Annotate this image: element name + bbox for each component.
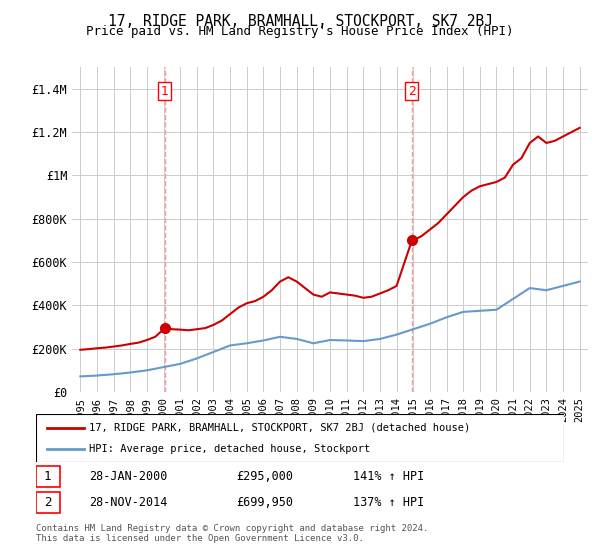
FancyBboxPatch shape: [36, 492, 60, 513]
Text: 2: 2: [408, 85, 416, 97]
Text: HPI: Average price, detached house, Stockport: HPI: Average price, detached house, Stoc…: [89, 444, 370, 454]
Text: 28-JAN-2000: 28-JAN-2000: [89, 470, 167, 483]
Text: 137% ↑ HPI: 137% ↑ HPI: [353, 496, 424, 508]
Text: 141% ↑ HPI: 141% ↑ HPI: [353, 470, 424, 483]
FancyBboxPatch shape: [36, 466, 60, 487]
Text: 17, RIDGE PARK, BRAMHALL, STOCKPORT, SK7 2BJ: 17, RIDGE PARK, BRAMHALL, STOCKPORT, SK7…: [107, 14, 493, 29]
Text: 1: 1: [44, 470, 52, 483]
FancyBboxPatch shape: [36, 414, 564, 462]
Text: £295,000: £295,000: [236, 470, 293, 483]
Text: Contains HM Land Registry data © Crown copyright and database right 2024.
This d: Contains HM Land Registry data © Crown c…: [36, 524, 428, 543]
Text: £699,950: £699,950: [236, 496, 293, 508]
Text: 2: 2: [44, 496, 52, 508]
Text: 28-NOV-2014: 28-NOV-2014: [89, 496, 167, 508]
Text: Price paid vs. HM Land Registry's House Price Index (HPI): Price paid vs. HM Land Registry's House …: [86, 25, 514, 38]
Text: 1: 1: [161, 85, 169, 97]
Text: 17, RIDGE PARK, BRAMHALL, STOCKPORT, SK7 2BJ (detached house): 17, RIDGE PARK, BRAMHALL, STOCKPORT, SK7…: [89, 423, 470, 433]
